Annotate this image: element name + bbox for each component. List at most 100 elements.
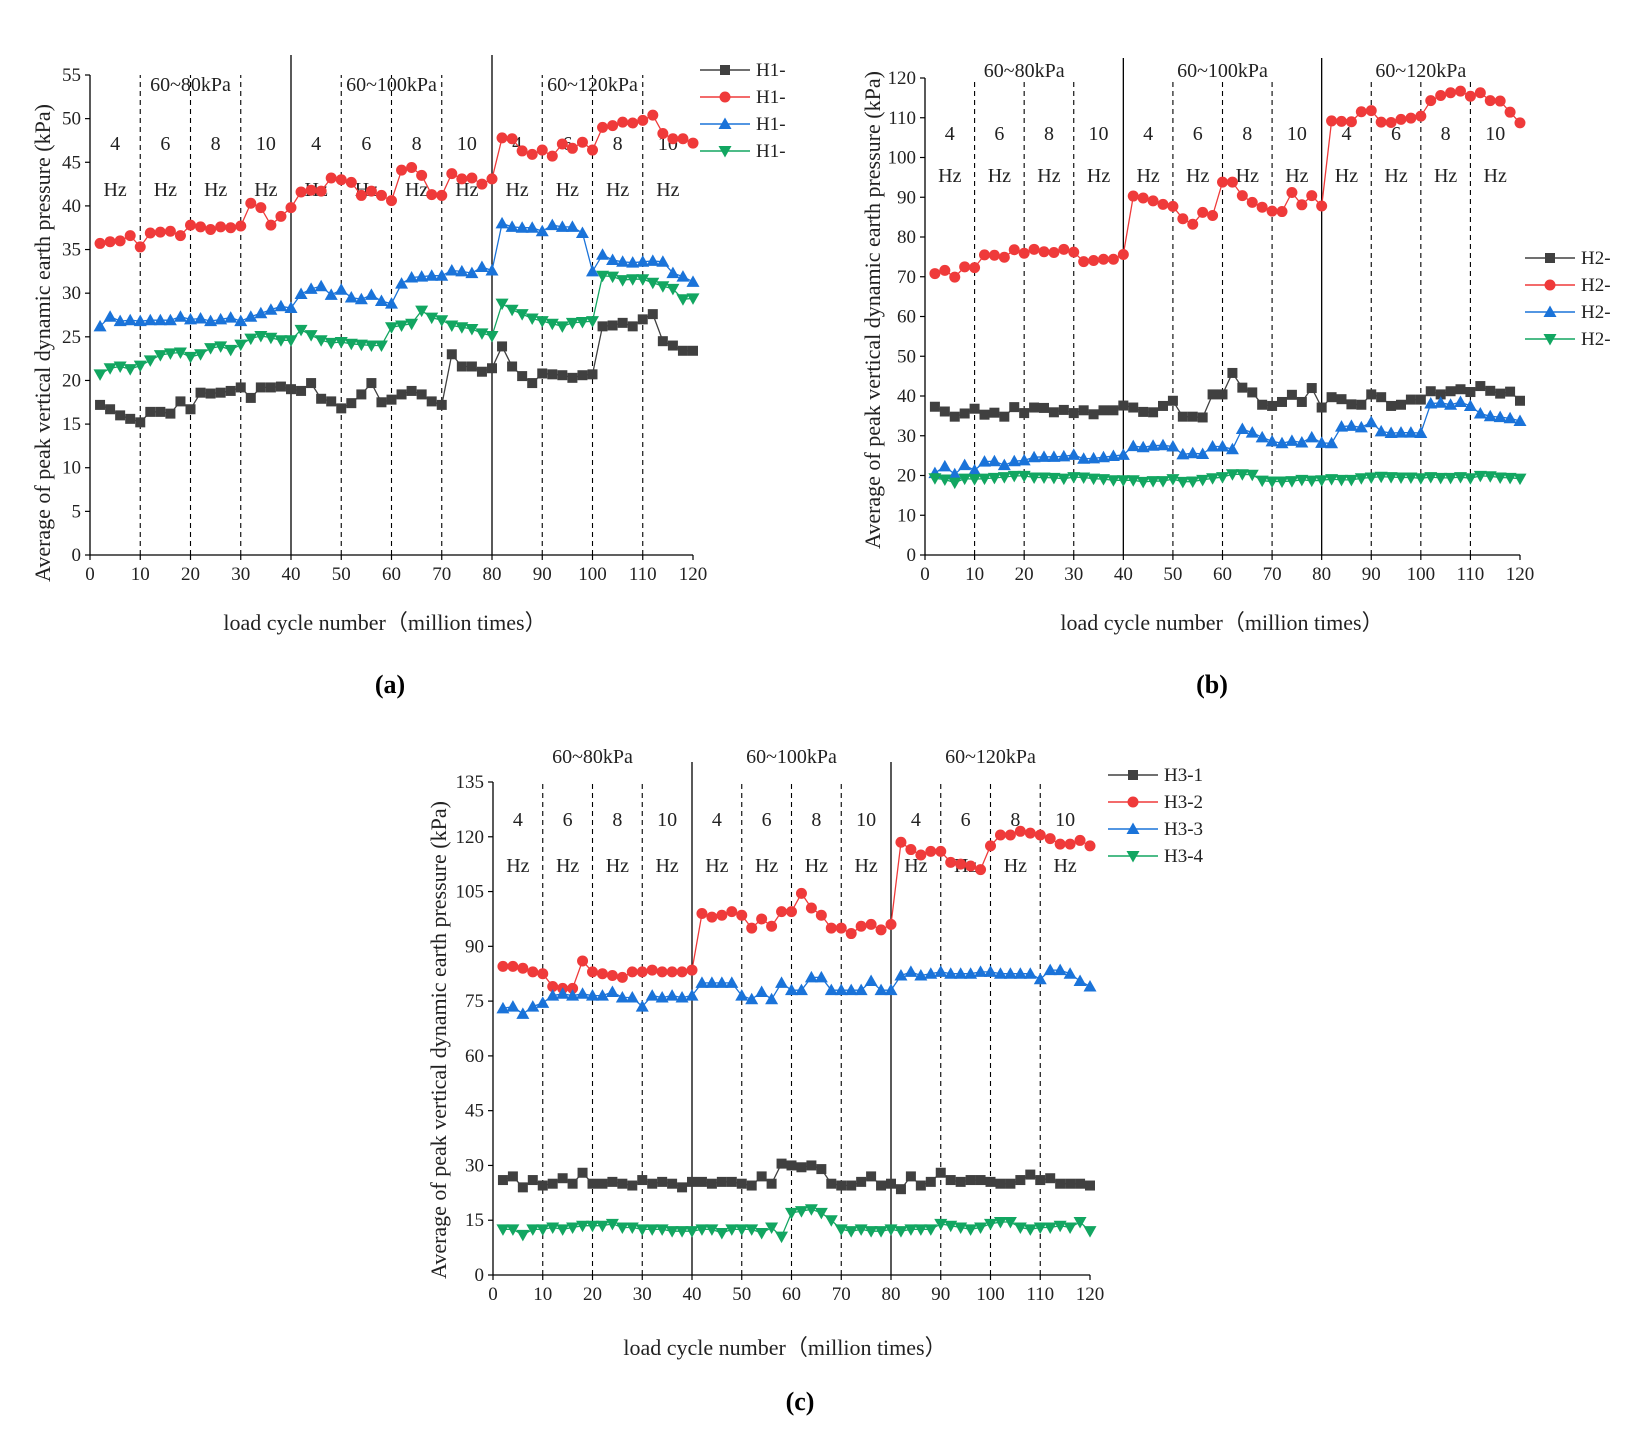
data-point <box>954 1222 968 1235</box>
data-point <box>133 360 147 373</box>
data-point <box>1385 117 1397 129</box>
data-point <box>795 887 807 899</box>
data-point <box>506 1224 520 1236</box>
hz-label: Hz <box>506 855 529 877</box>
data-point <box>726 1176 737 1187</box>
data-point <box>163 348 177 360</box>
y-tick-label: 70 <box>897 267 916 288</box>
y-tick-label: 40 <box>897 386 916 407</box>
data-point <box>284 335 298 347</box>
data-point <box>938 459 952 472</box>
data-point <box>435 315 449 327</box>
legend-entry: H1- <box>700 87 786 108</box>
hz-label: Hz <box>1053 855 1076 877</box>
data-point <box>1504 106 1516 118</box>
data-point <box>794 1206 808 1218</box>
data-point <box>834 1224 848 1236</box>
data-point <box>1034 829 1046 841</box>
legend-marker <box>1543 334 1557 346</box>
pressure-band-label: 60~120kPa <box>547 74 638 96</box>
data-point <box>1045 1173 1056 1184</box>
data-point <box>686 275 700 287</box>
data-point <box>1267 400 1278 411</box>
data-point <box>1316 200 1328 212</box>
data-point <box>884 983 898 996</box>
data-point <box>1007 470 1021 483</box>
data-point <box>586 264 599 277</box>
data-point <box>294 324 308 337</box>
pressure-band-label: 60~100kPa <box>746 746 837 768</box>
data-point <box>1187 411 1198 422</box>
x-tick-label: 20 <box>583 1284 602 1305</box>
data-point <box>657 336 668 347</box>
data-point <box>984 1218 997 1231</box>
data-point <box>755 985 769 997</box>
data-point <box>476 178 488 190</box>
data-point <box>1055 1178 1066 1189</box>
data-point <box>1255 430 1269 443</box>
data-point <box>706 911 718 923</box>
panel-c: Average of peak vertical dynamic earth p… <box>426 746 1204 1416</box>
data-point <box>756 913 768 925</box>
data-point <box>314 335 328 347</box>
data-point <box>1374 424 1388 437</box>
data-point <box>997 472 1011 484</box>
x-axis-label: load cycle number（million times） <box>223 610 546 635</box>
data-point <box>1483 409 1497 422</box>
data-point <box>284 301 298 314</box>
y-tick-label: 40 <box>62 196 81 217</box>
data-point <box>705 976 719 988</box>
data-point <box>647 1178 658 1189</box>
legend-marker <box>719 91 731 103</box>
frequency-label: 8 <box>211 133 221 155</box>
data-point <box>845 928 857 940</box>
data-point <box>1216 439 1229 452</box>
data-point <box>1108 405 1119 416</box>
data-point <box>665 1226 679 1238</box>
hz-label: Hz <box>1484 165 1507 187</box>
data-point <box>1493 472 1507 484</box>
data-point <box>1435 89 1447 101</box>
data-point <box>113 361 127 373</box>
y-tick-label: 30 <box>897 426 916 447</box>
legend-marker <box>718 146 732 158</box>
data-point <box>948 467 962 480</box>
data-point <box>765 992 779 1005</box>
legend-label: H2- <box>1581 302 1611 323</box>
data-point <box>1138 406 1149 417</box>
data-point <box>1027 450 1041 463</box>
data-point <box>1305 430 1319 443</box>
hz-label: Hz <box>1236 165 1259 187</box>
hz-label: Hz <box>938 165 961 187</box>
data-point <box>904 1224 918 1236</box>
plot-area: 0 5 10 15 20 25 30 35 40 45 50 55 0 10 20 30 40 50 60 70 80 9… <box>62 55 707 585</box>
data-point <box>1073 1217 1087 1229</box>
data-point <box>1106 449 1120 462</box>
data-point <box>205 223 217 235</box>
data-point <box>825 922 837 934</box>
data-point <box>1146 476 1160 488</box>
data-point <box>185 404 196 415</box>
data-point <box>687 137 699 149</box>
data-point <box>505 304 519 317</box>
data-point <box>576 1220 590 1233</box>
data-point <box>1237 382 1248 393</box>
data-point <box>1057 449 1071 462</box>
data-point <box>1346 399 1357 410</box>
data-point <box>1005 1178 1016 1189</box>
data-point <box>1146 439 1160 451</box>
x-tick-label: 120 <box>679 564 708 585</box>
hz-label: Hz <box>556 855 579 877</box>
data-point <box>556 1224 570 1236</box>
data-point <box>844 1226 858 1238</box>
data-point <box>364 340 378 353</box>
data-point <box>294 287 308 300</box>
y-tick-label: 15 <box>62 414 81 435</box>
frequency-label: 6 <box>762 809 772 831</box>
x-tick-label: 70 <box>832 1284 851 1305</box>
data-point <box>1465 387 1476 398</box>
data-point <box>374 294 388 307</box>
data-point <box>1019 408 1030 419</box>
y-tick-label: 30 <box>62 283 81 304</box>
data-point <box>1325 474 1339 486</box>
